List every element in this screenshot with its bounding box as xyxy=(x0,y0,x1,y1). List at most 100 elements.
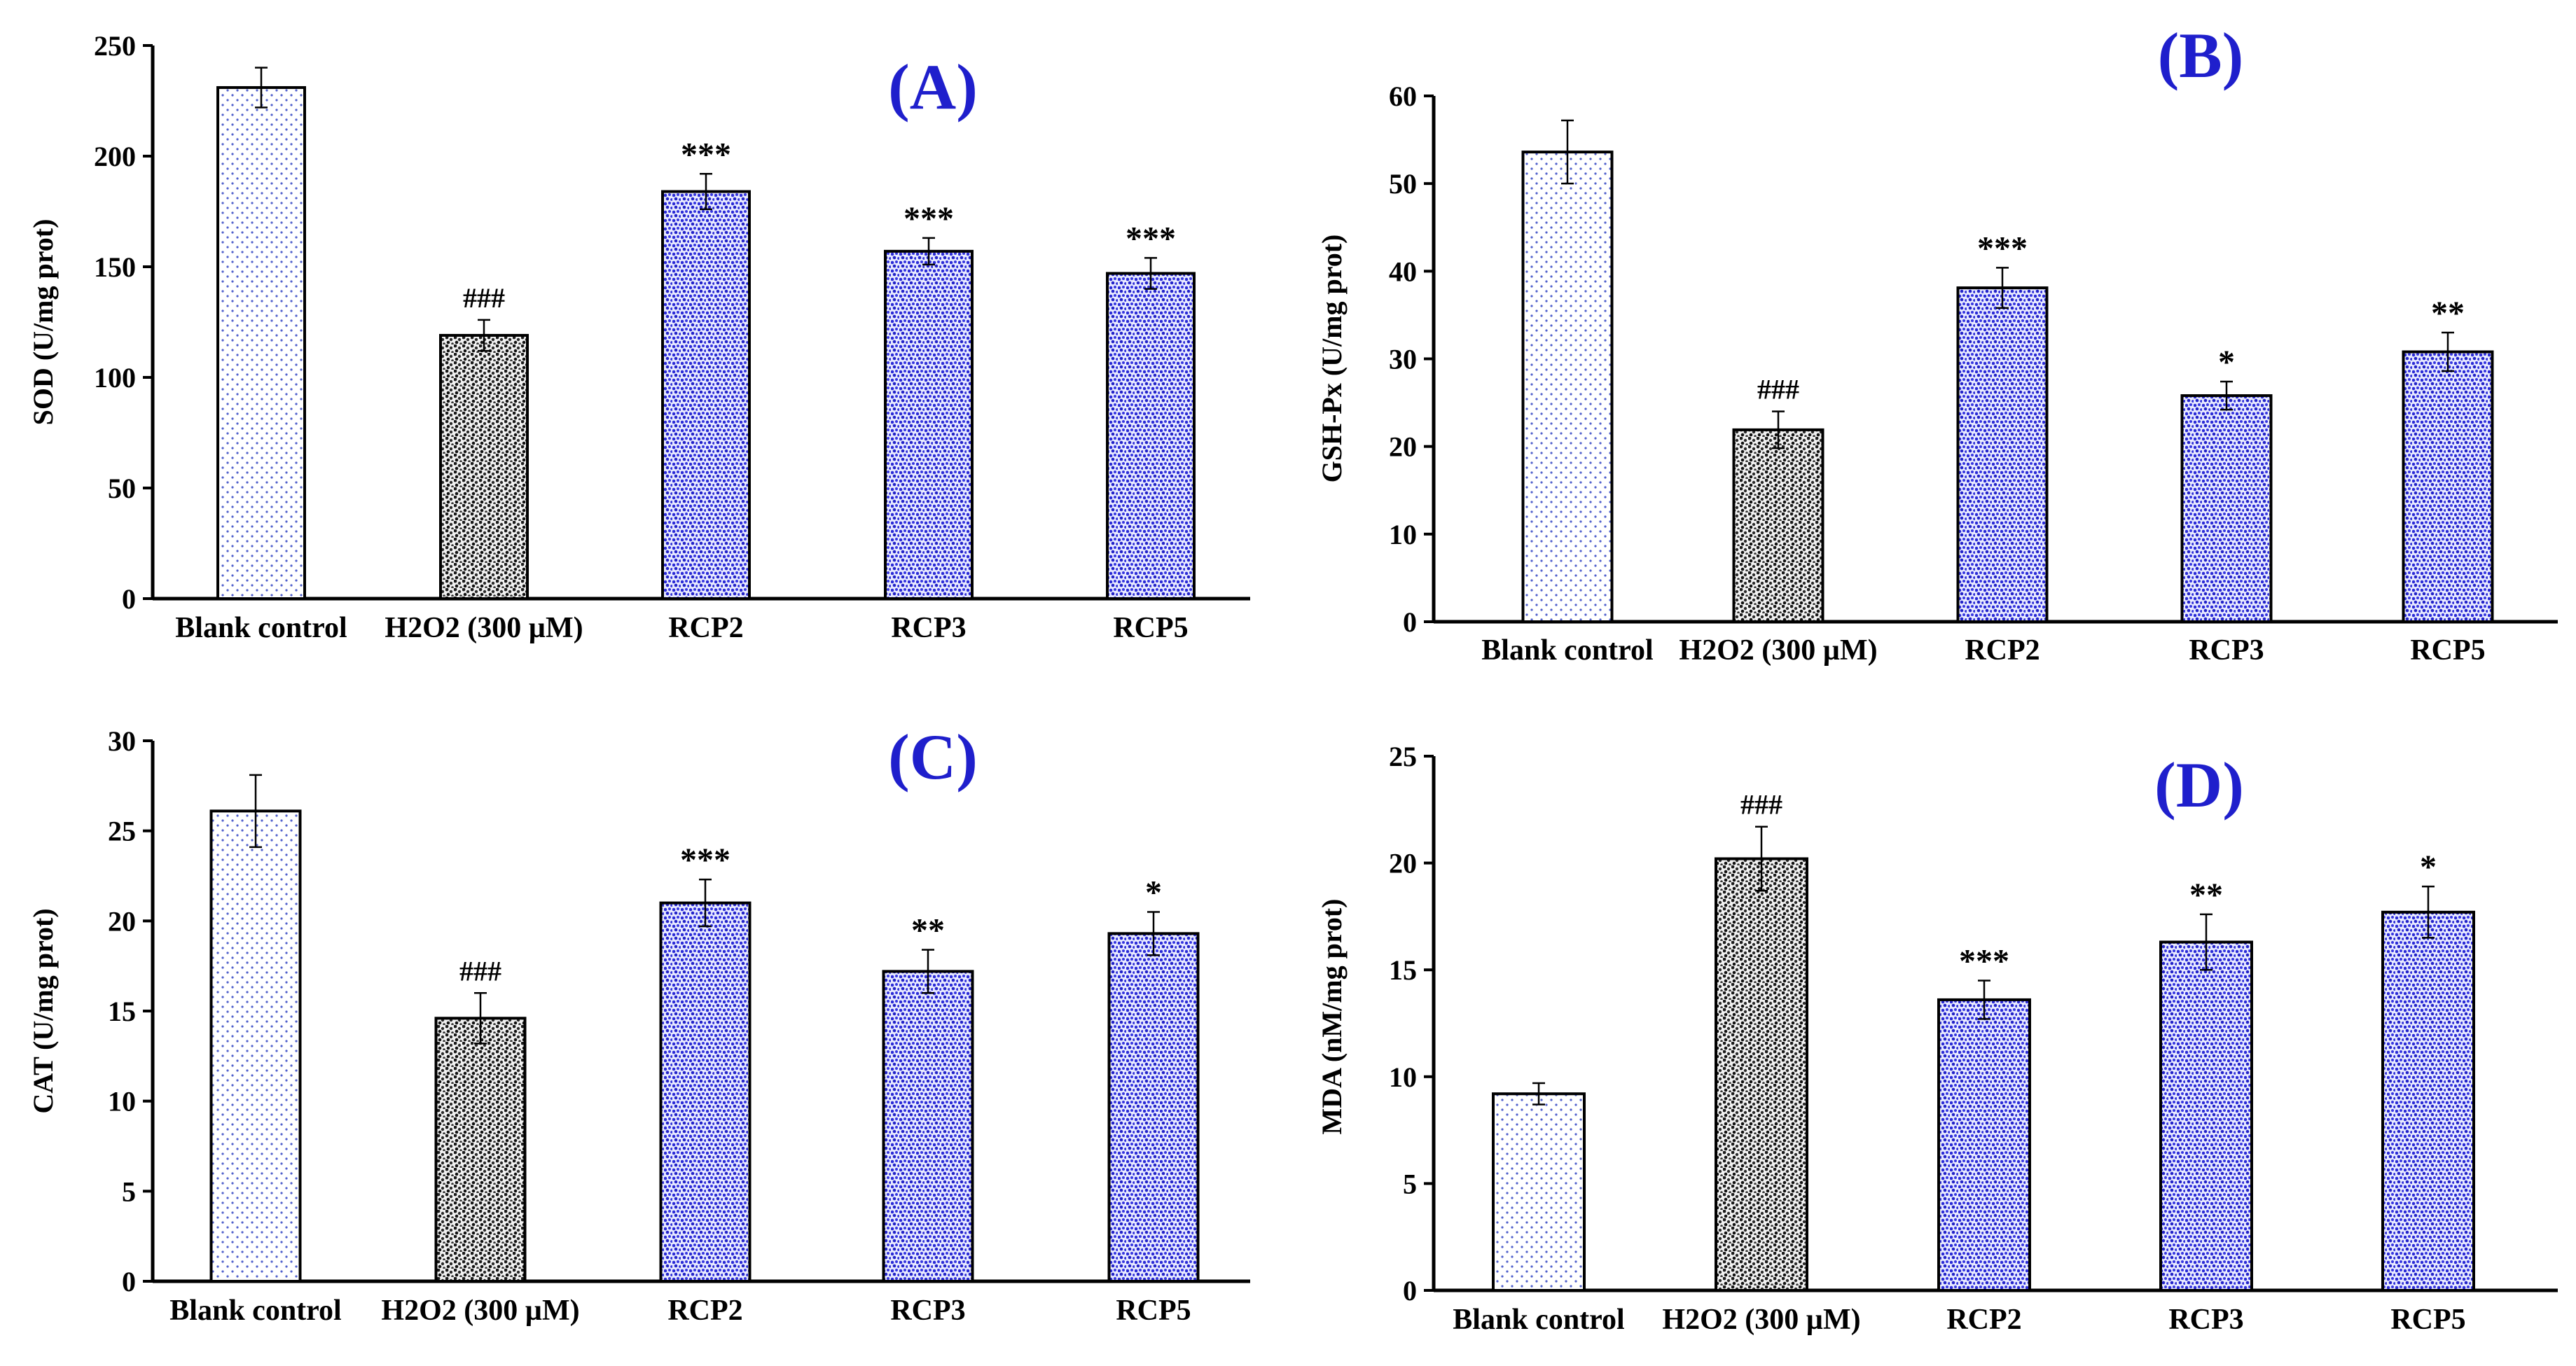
y-tick-label: 150 xyxy=(94,251,136,283)
significance-label: *** xyxy=(903,200,954,237)
y-tick-label: 100 xyxy=(94,362,136,393)
y-tick-label: 10 xyxy=(108,1086,136,1117)
significance-label: ### xyxy=(459,955,501,987)
category-label: Blank control xyxy=(1453,1304,1624,1336)
y-tick-label: 60 xyxy=(1389,81,1417,112)
category-label: RCP2 xyxy=(1965,634,2040,667)
category-label: H2O2 (300 µM) xyxy=(385,612,583,644)
bar-d-2 xyxy=(1715,857,1808,1292)
panel-label: (C) xyxy=(888,721,978,793)
category-label: H2O2 (300 µM) xyxy=(1679,634,1877,667)
y-tick-label: 0 xyxy=(1403,1275,1417,1306)
y-tick-label: 50 xyxy=(108,473,136,504)
error-bar xyxy=(1996,267,2009,309)
error-bar xyxy=(1755,825,1768,892)
y-tick-label: 15 xyxy=(1389,954,1417,986)
y-tick-label: 10 xyxy=(1389,1061,1417,1093)
bar-a-1 xyxy=(216,86,306,601)
y-tick-label: 30 xyxy=(1389,344,1417,375)
significance-label: *** xyxy=(1126,220,1176,257)
y-tick-label: 50 xyxy=(1389,168,1417,200)
error-bar xyxy=(1561,119,1574,185)
significance-label: * xyxy=(2218,344,2235,381)
error-bar xyxy=(478,319,490,352)
bar-a-3 xyxy=(661,190,751,600)
y-tick-label: 25 xyxy=(1389,741,1417,772)
significance-label: ### xyxy=(463,282,505,314)
bar-d-4 xyxy=(2159,940,2253,1292)
bar-c-5 xyxy=(1107,932,1200,1283)
bar-b-5 xyxy=(2402,350,2494,623)
category-label: RCP3 xyxy=(2168,1304,2243,1336)
significance-label: ** xyxy=(2431,295,2465,332)
y-tick-label: 15 xyxy=(108,996,136,1027)
y-tick-label: 10 xyxy=(1389,519,1417,550)
y-tick-label: 25 xyxy=(108,816,136,847)
category-label: RCP3 xyxy=(891,612,966,644)
y-tick-label: 20 xyxy=(108,905,136,937)
error-bar xyxy=(2442,331,2454,372)
y-tick-label: 5 xyxy=(122,1176,136,1207)
bar-d-1 xyxy=(1492,1092,1586,1292)
significance-label: ** xyxy=(911,912,945,949)
error-bar xyxy=(1532,1082,1545,1106)
significance-label: * xyxy=(1145,874,1162,911)
error-bar xyxy=(2422,885,2435,939)
bar-a-2 xyxy=(439,333,529,600)
category-label: RCP5 xyxy=(2410,634,2485,667)
category-label: RCP3 xyxy=(890,1295,965,1327)
y-tick-label: 30 xyxy=(108,725,136,757)
panel-c: 0 5 10 15 20 25 30 CAT (U/mg prot) (C) Blank cont… xyxy=(27,721,1250,1327)
y-tick-label: 200 xyxy=(94,141,136,172)
bar-b-3 xyxy=(1956,286,2049,623)
error-bar xyxy=(2200,913,2213,971)
panel-label: (B) xyxy=(2158,20,2244,91)
error-bar xyxy=(255,67,268,109)
error-bar xyxy=(1978,980,1990,1020)
y-axis-label: MDA (nM/mg prot) xyxy=(1316,899,1348,1135)
category-label: Blank control xyxy=(1481,634,1653,667)
significance-label: ### xyxy=(1757,374,1799,405)
significance-label: *** xyxy=(680,842,730,879)
significance-label: *** xyxy=(1959,942,2009,980)
bar-b-4 xyxy=(2180,394,2273,623)
error-bar xyxy=(699,878,712,928)
y-tick-label: 40 xyxy=(1389,256,1417,287)
panel-label: (A) xyxy=(888,51,978,123)
error-bar xyxy=(249,774,262,849)
y-tick-label: 20 xyxy=(1389,431,1417,463)
y-tick-label: 5 xyxy=(1403,1168,1417,1199)
y-tick-label: 0 xyxy=(122,1266,136,1297)
significance-label: ** xyxy=(2189,877,2223,914)
error-bar xyxy=(1772,410,1785,449)
y-tick-label: 0 xyxy=(1403,606,1417,638)
significance-label: *** xyxy=(681,136,731,173)
error-bar xyxy=(1147,911,1160,956)
error-bar xyxy=(922,949,934,994)
panel-label: (D) xyxy=(2154,749,2244,821)
category-label: RCP2 xyxy=(667,1295,742,1327)
category-label: Blank control xyxy=(175,612,347,644)
panel-d: 0 5 10 15 20 25 MDA (nM/mg prot) (D) Blank contr… xyxy=(1316,741,2558,1336)
panel-a: 0 50 100 150 200 250 SOD (U/mg prot) (A) Blank c… xyxy=(27,30,1250,644)
category-label: RCP3 xyxy=(2189,634,2264,667)
category-label: Blank control xyxy=(169,1295,341,1327)
error-bar xyxy=(1144,257,1157,290)
error-bar xyxy=(700,173,712,211)
panel-b: 0 10 20 30 40 50 60 GSH-Px (U/mg prot) (B) Blank … xyxy=(1316,20,2558,667)
bar-d-3 xyxy=(1937,998,2031,1292)
significance-label: *** xyxy=(1977,230,2028,267)
category-label: H2O2 (300 µM) xyxy=(1662,1304,1860,1336)
category-label: H2O2 (300 µM) xyxy=(381,1295,579,1327)
bar-a-4 xyxy=(884,249,974,600)
y-axis-label: SOD (U/mg prot) xyxy=(27,219,59,426)
bar-c-4 xyxy=(882,970,974,1283)
bar-b-1 xyxy=(1521,151,1614,623)
error-bar xyxy=(474,992,487,1045)
significance-label: * xyxy=(2420,849,2437,886)
y-tick-label: 0 xyxy=(122,583,136,615)
category-label: RCP5 xyxy=(2390,1304,2465,1336)
error-bar xyxy=(2220,380,2233,411)
category-label: RCP5 xyxy=(1116,1295,1191,1327)
